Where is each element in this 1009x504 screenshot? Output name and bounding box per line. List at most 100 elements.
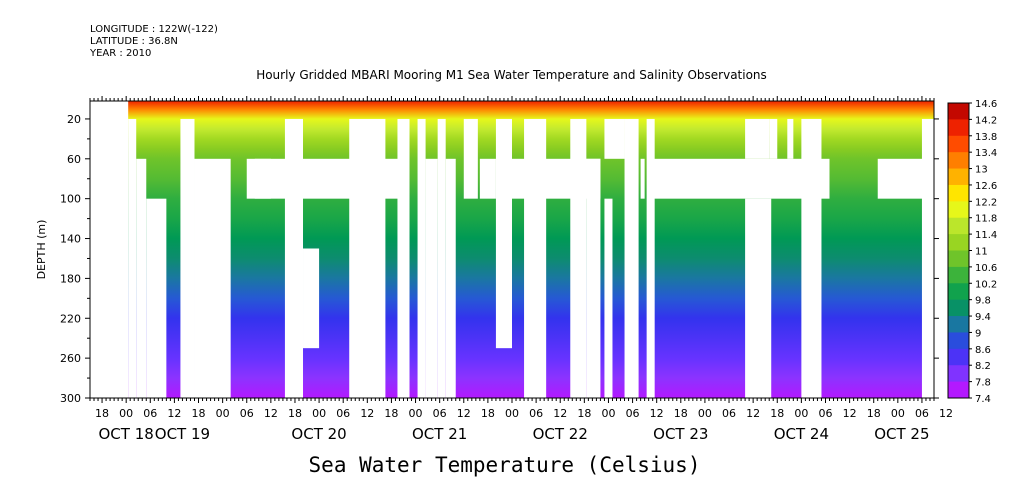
data-gap xyxy=(787,118,794,159)
y-tick-label: 180 xyxy=(60,272,81,285)
colorbar-label: 13 xyxy=(975,165,988,176)
data-gap xyxy=(437,118,446,398)
x-date-label: OCT 23 xyxy=(653,425,708,443)
colorbar-label: 10.2 xyxy=(975,279,997,290)
y-axis-label: DEPTH (m) xyxy=(35,220,48,280)
data-gap xyxy=(745,118,770,159)
y-tick-label: 60 xyxy=(67,153,81,166)
x-hour-label: 06 xyxy=(626,407,640,420)
colorbar-label: 10.6 xyxy=(975,263,997,274)
x-hour-label: 00 xyxy=(891,407,905,420)
y-tick-label: 300 xyxy=(60,392,81,405)
x-hour-label: 18 xyxy=(288,407,302,420)
colorbar-label: 14.6 xyxy=(975,99,997,110)
x-hour-label: 12 xyxy=(939,407,953,420)
colorbar-label: 7.4 xyxy=(975,394,991,405)
x-hour-label: 12 xyxy=(553,407,567,420)
colorbar-label: 12.2 xyxy=(975,197,997,208)
data-gap xyxy=(495,118,512,349)
data-gap xyxy=(479,158,496,199)
x-hour-label: 00 xyxy=(409,407,423,420)
x-hour-label: 18 xyxy=(384,407,398,420)
data-gap xyxy=(463,118,478,199)
x-hour-label: 06 xyxy=(433,407,447,420)
colorbar-swatch xyxy=(948,234,969,251)
x-hour-label: 12 xyxy=(457,407,471,420)
data-gap xyxy=(640,158,645,199)
colorbar-swatch xyxy=(948,152,969,170)
x-date-label: OCT 20 xyxy=(291,425,346,443)
x-date-label: OCT 19 xyxy=(155,425,210,443)
data-gap xyxy=(646,118,655,398)
colorbar-label: 11.4 xyxy=(975,230,997,241)
colorbar-label: 13.8 xyxy=(975,132,997,143)
x-hour-label: 00 xyxy=(312,407,326,420)
longitude-label: LONGITUDE : 122W(-122) xyxy=(90,24,218,35)
data-gap xyxy=(604,118,625,159)
data-gap xyxy=(417,118,426,398)
x-hour-label: 18 xyxy=(577,407,591,420)
x-hour-label: 06 xyxy=(143,407,157,420)
year-label: YEAR : 2010 xyxy=(90,48,152,59)
colorbar-label: 11.8 xyxy=(975,214,997,225)
colorbar-label: 8.2 xyxy=(975,361,991,372)
data-gap xyxy=(586,158,601,398)
colorbar-swatch xyxy=(948,168,969,186)
colorbar-label: 14.2 xyxy=(975,115,997,126)
x-hour-label: 12 xyxy=(650,407,664,420)
x-hour-label: 06 xyxy=(529,407,543,420)
y-tick-label: 260 xyxy=(60,352,81,365)
x-hour-label: 18 xyxy=(770,407,784,420)
x-hour-label: 12 xyxy=(167,407,181,420)
colorbar-swatch xyxy=(948,250,969,268)
colorbar-label: 12.6 xyxy=(975,181,997,192)
colorbar-swatch xyxy=(948,201,969,219)
x-hour-label: 00 xyxy=(698,407,712,420)
data-gap xyxy=(146,198,167,398)
data-gap xyxy=(813,158,830,199)
colorbar-swatch xyxy=(948,332,969,350)
x-date-label: OCT 24 xyxy=(774,425,829,443)
colorbar-label: 11 xyxy=(975,247,988,258)
latitude-label: LATITUDE : 36.8N xyxy=(90,36,178,47)
data-gap xyxy=(624,118,639,398)
colorbar-swatch xyxy=(948,365,969,383)
colorbar-swatch xyxy=(948,103,969,120)
x-hour-label: 12 xyxy=(264,407,278,420)
x-date-label: OCT 22 xyxy=(533,425,588,443)
data-gap xyxy=(425,158,438,398)
x-hour-label: 00 xyxy=(794,407,808,420)
data-gap xyxy=(445,158,456,398)
data-gap xyxy=(194,158,231,398)
chart-title: Hourly Gridded MBARI Mooring M1 Sea Wate… xyxy=(256,68,767,82)
colorbar-swatch xyxy=(948,135,969,153)
x-date-label: OCT 21 xyxy=(412,425,467,443)
x-hour-label: 06 xyxy=(818,407,832,420)
x-hour-label: 00 xyxy=(119,407,133,420)
colorbar-label: 13.4 xyxy=(975,148,997,159)
colorbar-swatch xyxy=(948,299,969,317)
data-gap xyxy=(136,158,147,398)
data-gap xyxy=(128,118,137,398)
colorbar-label: 9 xyxy=(975,328,981,339)
x-hour-label: 18 xyxy=(192,407,206,420)
colorbar-swatch xyxy=(948,266,969,284)
colorbar-swatch xyxy=(948,184,969,202)
data-gap xyxy=(745,198,772,398)
y-tick-label: 140 xyxy=(60,233,81,246)
data-gap xyxy=(769,118,778,159)
y-tick-label: 220 xyxy=(60,312,81,325)
x-hour-label: 06 xyxy=(240,407,254,420)
x-hour-label: 12 xyxy=(843,407,857,420)
x-date-label: OCT 18 xyxy=(99,425,154,443)
y-tick-label: 20 xyxy=(67,113,81,126)
x-hour-label: 18 xyxy=(95,407,109,420)
x-hour-label: 12 xyxy=(360,407,374,420)
x-hour-label: 00 xyxy=(216,407,230,420)
colorbar-title: Sea Water Temperature (Celsius) xyxy=(308,453,701,477)
x-hour-label: 18 xyxy=(674,407,688,420)
x-hour-label: 06 xyxy=(722,407,736,420)
data-gap xyxy=(652,158,814,199)
y-tick-label: 100 xyxy=(60,193,81,206)
